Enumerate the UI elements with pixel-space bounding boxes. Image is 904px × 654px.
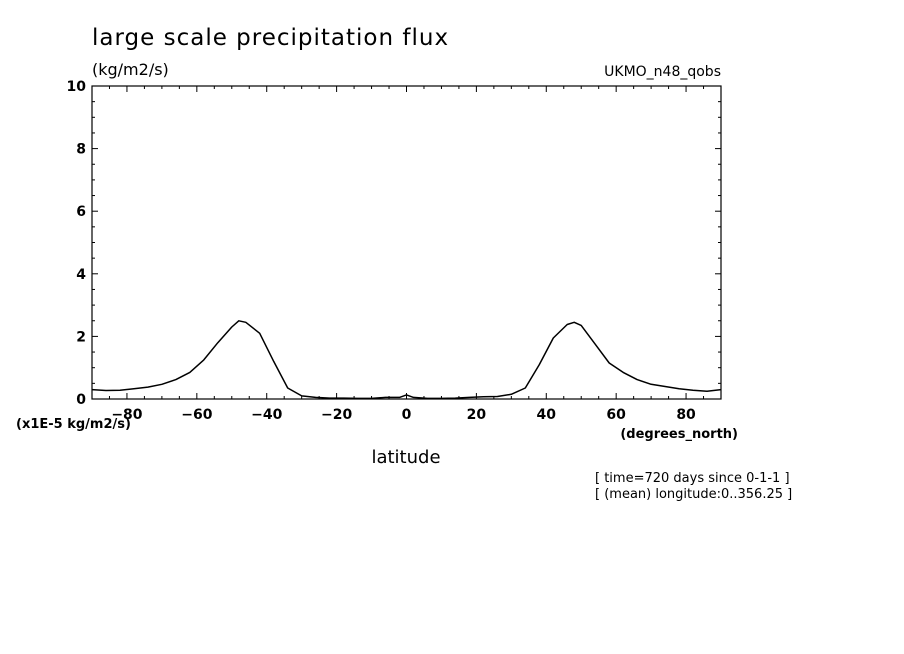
series-layer	[91, 320, 722, 400]
x-axis: −80 −60 −40 −20 0 20 40 60 80	[108, 86, 705, 423]
y-tick-label: 10	[67, 79, 87, 95]
y-axis: 0 2 4 6 8 10	[67, 79, 721, 408]
x-tick-label: −80	[111, 407, 142, 423]
y-tick-label: 6	[76, 204, 86, 220]
y-tick-label: 4	[76, 267, 86, 283]
y-tick-label: 2	[76, 329, 86, 345]
x-tick-label: −60	[181, 407, 212, 423]
x-tick-label: −40	[251, 407, 282, 423]
y-tick-label: 0	[76, 392, 86, 408]
x-tick-label: 40	[537, 407, 557, 423]
x-tick-label: 80	[676, 407, 696, 423]
y-axis-label: (x1E-5 kg/m2/s)	[16, 417, 131, 432]
dataset-label: UKMO_n48_qobs	[604, 64, 721, 80]
x-tick-label: 0	[402, 407, 412, 423]
series-line	[91, 320, 722, 400]
x-tick-label: −20	[321, 407, 352, 423]
x-tick-label: 60	[606, 407, 626, 423]
longitude-note: [ (mean) longitude:0..356.25 ]	[595, 487, 792, 502]
chart-title: large scale precipitation flux	[92, 25, 449, 51]
x-axis-units: (degrees_north)	[620, 427, 738, 442]
plot-frame	[91, 85, 722, 400]
x-axis-label: latitude	[371, 447, 440, 468]
units-label: (kg/m2/s)	[92, 60, 169, 79]
y-tick-label: 8	[76, 142, 86, 158]
time-note: [ time=720 days since 0-1-1 ]	[595, 471, 790, 486]
x-tick-label: 20	[467, 407, 487, 423]
